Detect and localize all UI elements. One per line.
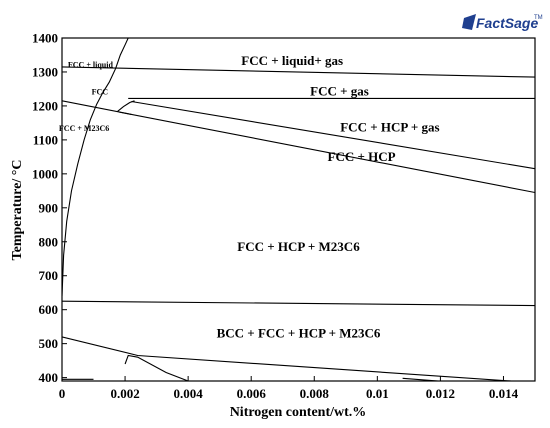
y-tick-label-1: 400 <box>39 370 59 385</box>
region-label-5: FCC + HCP + M23C6 <box>237 239 360 254</box>
plot-frame <box>61 37 536 382</box>
x-tick-label-8: 0.014 <box>489 386 519 401</box>
y-tick-label-2: 500 <box>39 336 59 351</box>
logo-tm: TM <box>534 15 543 21</box>
boundary-line-4 <box>131 100 535 170</box>
boundary-line-8 <box>116 100 135 113</box>
x-tick-label-4: 0.006 <box>237 386 267 401</box>
region-labels: FCC + liquid+ gas FCC + gas FCC + HCP + ga… <box>59 53 440 341</box>
region-label-8: FCC <box>92 88 109 97</box>
boundary-line-10 <box>124 354 189 381</box>
y-tick-label-7: 1000 <box>32 166 58 181</box>
region-label-2: FCC + gas <box>310 84 369 99</box>
factsage-logo: FactSage TM <box>462 14 543 31</box>
x-tick-label-5: 0.008 <box>300 386 330 401</box>
region-label-4: FCC + HCP <box>328 149 396 164</box>
boundary-line-9 <box>62 336 519 381</box>
x-tick-label-3: 0.004 <box>174 386 204 401</box>
y-tick-label-8: 1100 <box>33 132 58 147</box>
y-axis-ticks: 400 500 600 700 800 900 1000 1100 1200 1300 1400 <box>32 31 67 385</box>
logo-text: FactSage <box>476 15 538 31</box>
boundary-line-1 <box>62 66 535 78</box>
boundary-line-12 <box>402 377 445 381</box>
x-tick-label-2: 0.002 <box>110 386 139 401</box>
x-axis-ticks: 0 0.002 0.004 0.006 0.008 0.01 0.012 0.014 <box>59 376 519 401</box>
x-axis-label: Nitrogen content/wt.% <box>230 405 367 420</box>
region-label-7: FCC + liquid <box>68 61 114 70</box>
x-tick-label-1: 0 <box>59 386 66 401</box>
x-tick-label-7: 0.012 <box>426 386 455 401</box>
region-label-6: BCC + FCC + HCP + M23C6 <box>217 326 381 341</box>
region-label-9: FCC + M23C6 <box>59 124 109 133</box>
y-tick-label-4: 700 <box>39 268 59 283</box>
y-tick-label-5: 800 <box>39 234 59 249</box>
y-tick-label-3: 600 <box>39 302 59 317</box>
region-label-1: FCC + liquid+ gas <box>241 53 343 68</box>
y-tick-label-9: 1200 <box>32 98 58 113</box>
logo-emblem-icon <box>462 14 476 30</box>
y-tick-label-6: 900 <box>39 200 59 215</box>
boundary-line-7 <box>62 38 129 297</box>
phase-boundaries <box>62 38 535 381</box>
boundary-line-5 <box>118 111 535 194</box>
region-label-3: FCC + HCP + gas <box>340 119 439 134</box>
y-axis-label: Temperature/ °C <box>10 160 25 261</box>
boundary-line-6 <box>62 300 535 307</box>
x-tick-label-6: 0.01 <box>366 386 389 401</box>
y-tick-label-11: 1400 <box>32 31 58 46</box>
y-tick-label-10: 1300 <box>32 64 58 79</box>
